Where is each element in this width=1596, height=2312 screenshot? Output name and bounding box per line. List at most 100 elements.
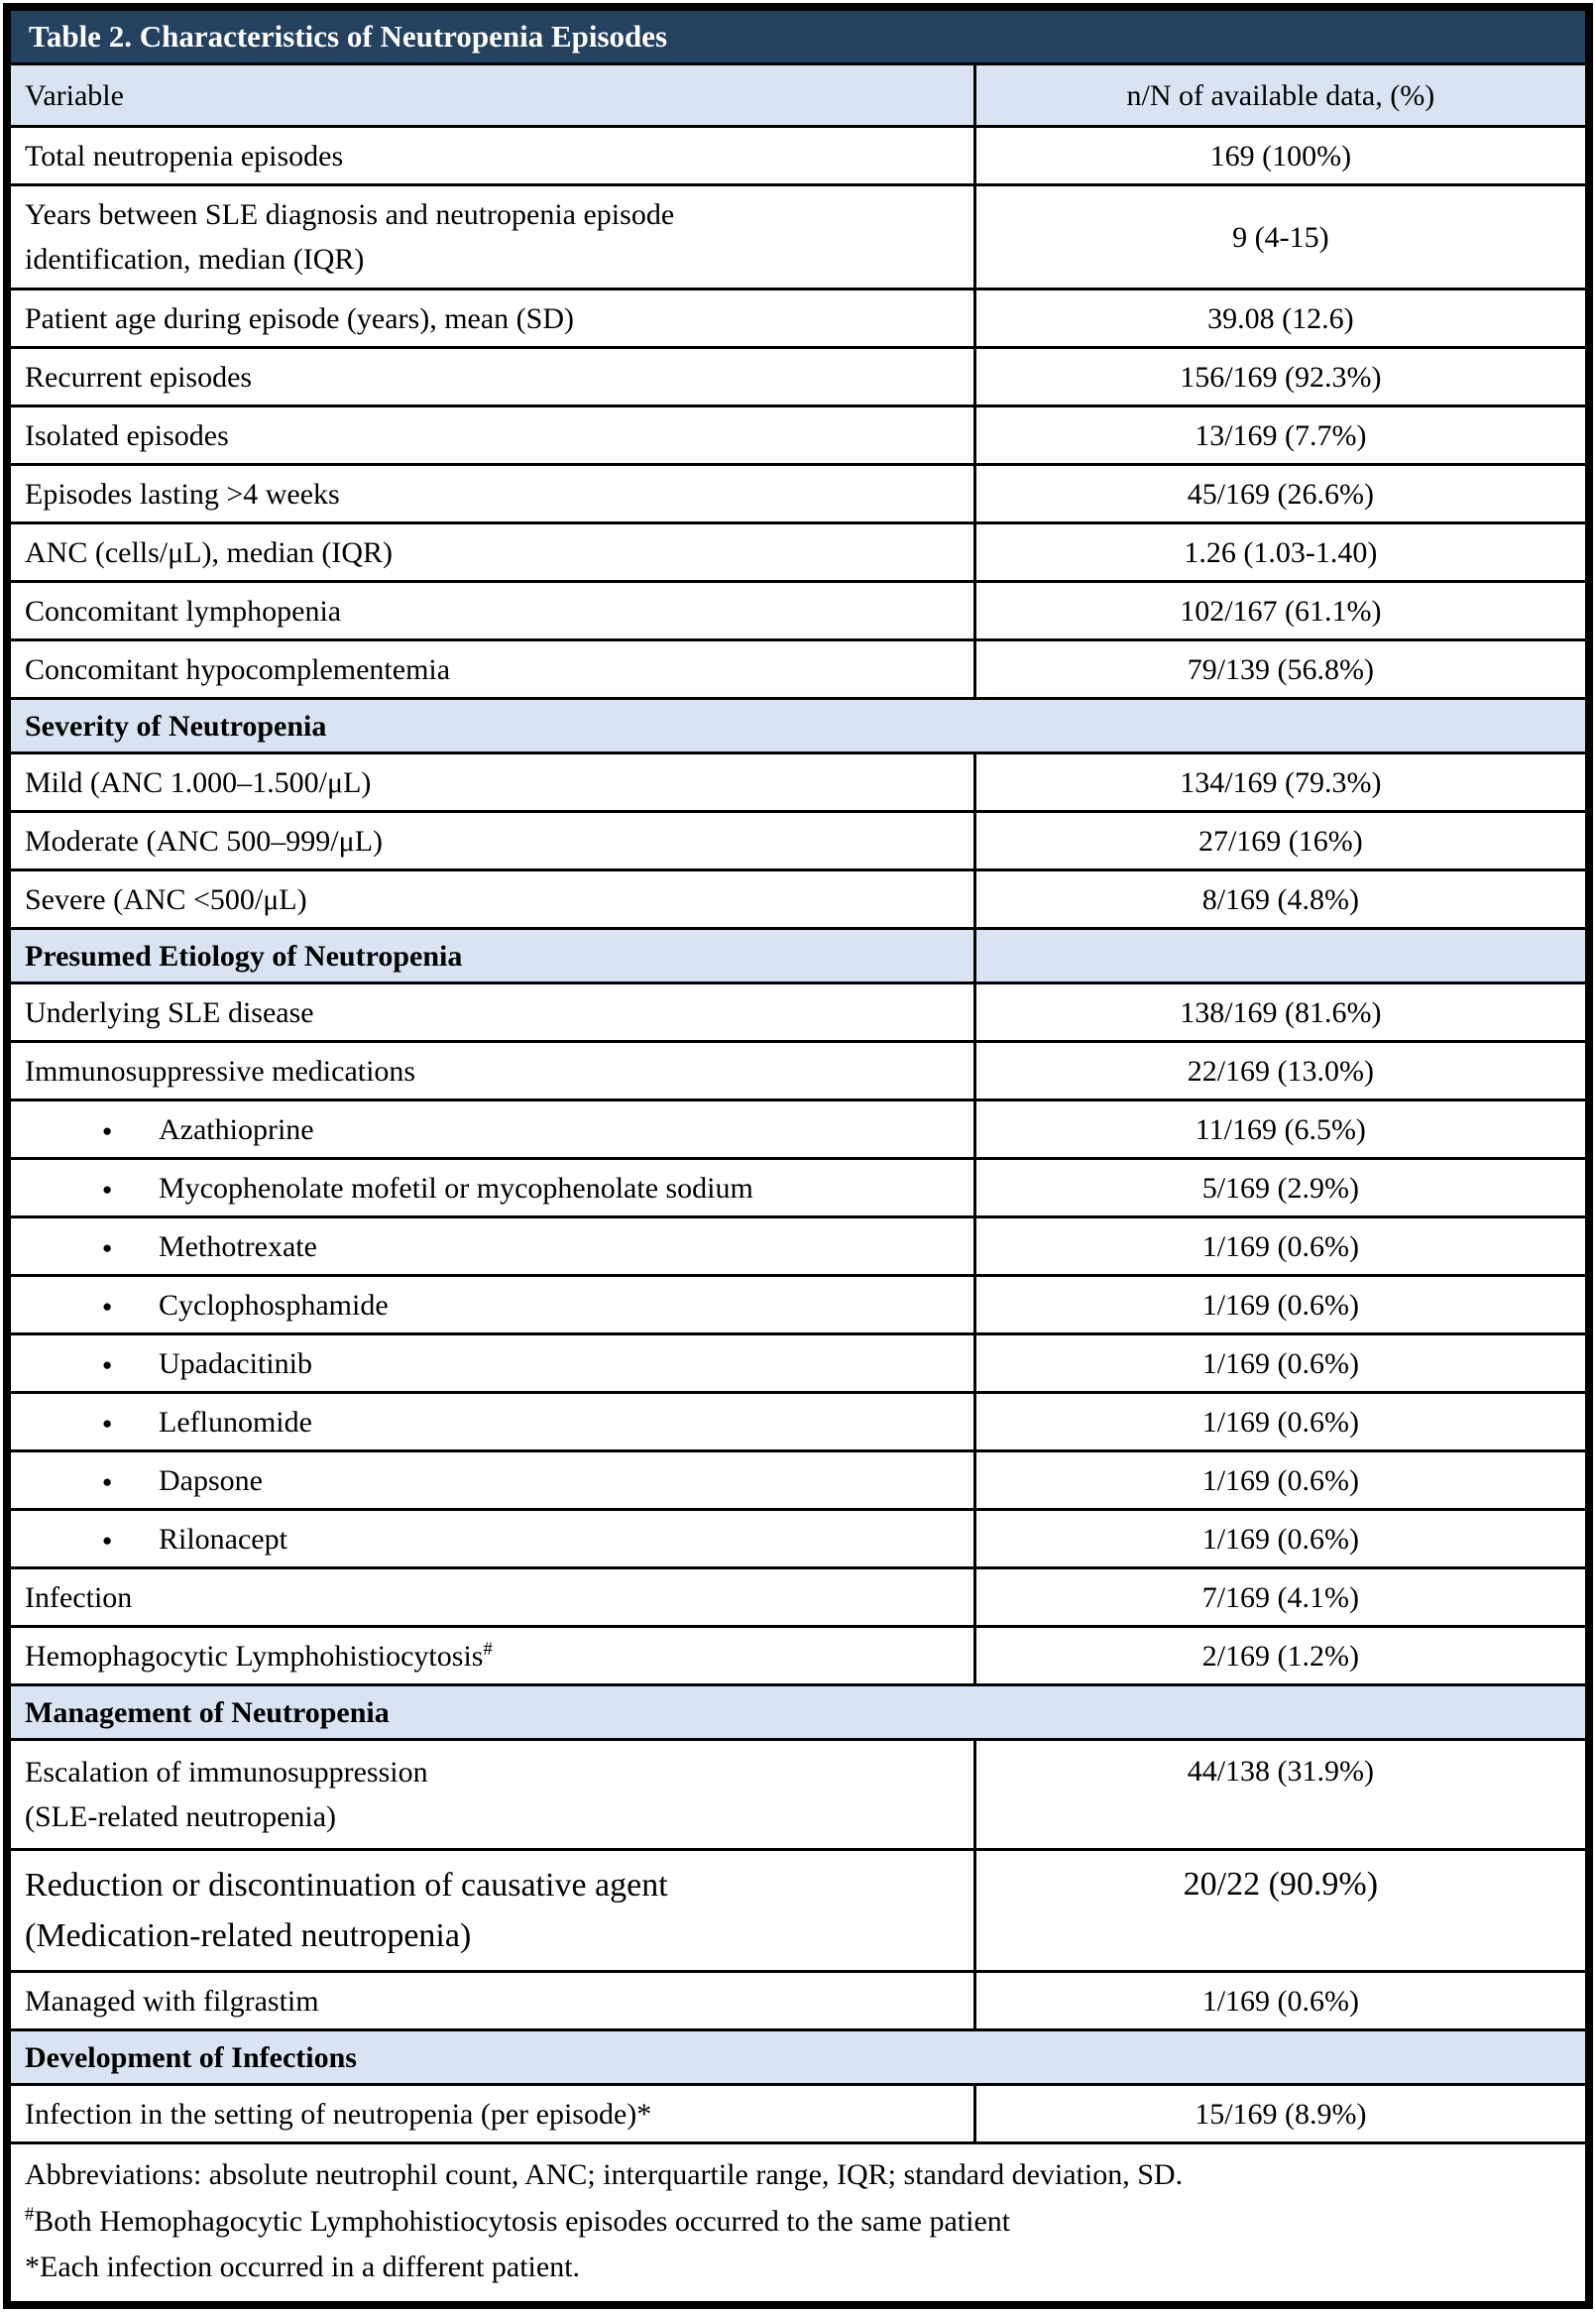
bullet-item-label: Rilonacept xyxy=(159,1522,287,1556)
row-label: Escalation of immunosuppression (SLE-rela… xyxy=(8,1738,976,1851)
column-header-value: n/N of available data, (%) xyxy=(972,62,1589,128)
bullet-item-label: Leflunomide xyxy=(159,1405,312,1439)
row-label: Infection xyxy=(8,1566,976,1628)
section-header-empty-cell xyxy=(972,927,1589,984)
bullet-icon: ● xyxy=(102,1471,113,1491)
row-concomitant-hypocomplementemia: Concomitant hypocomplementemia 79/139 (5… xyxy=(8,638,1589,700)
row-value: 7/169 (4.1%) xyxy=(972,1566,1589,1628)
row-value: 45/169 (26.6%) xyxy=(972,463,1589,524)
row-label: Infection in the setting of neutropenia … xyxy=(8,2083,976,2144)
row-value: 13/169 (7.7%) xyxy=(972,405,1589,466)
row-label: ● Upadacitinib xyxy=(8,1332,976,1394)
row-value: 39.08 (12.6) xyxy=(972,288,1589,349)
bullet-item-label: Mycophenolate mofetil or mycophenolate s… xyxy=(159,1171,753,1205)
section-header-label: Presumed Etiology of Neutropenia xyxy=(8,927,976,984)
row-label: Concomitant hypocomplementemia xyxy=(8,638,976,700)
bullet-icon: ● xyxy=(102,1237,113,1257)
bullet-item-label: Methotrexate xyxy=(159,1229,317,1263)
footnotes-cell: Abbreviations: absolute neutrophil count… xyxy=(8,2141,1588,2304)
table-title-row: Table 2. Characteristics of Neutropenia … xyxy=(8,8,1588,65)
row-infection: Infection 7/169 (4.1%) xyxy=(8,1566,1589,1628)
row-cyclophosphamide: ● Cyclophosphamide 1/169 (0.6%) xyxy=(8,1274,1589,1335)
bullet-icon: ● xyxy=(102,1413,113,1433)
row-label: Recurrent episodes xyxy=(8,346,976,407)
row-mild-anc: Mild (ANC 1.000–1.500/μL) 134/169 (79.3%… xyxy=(8,751,1589,813)
row-infection-in-setting-of-neutropenia: Infection in the setting of neutropenia … xyxy=(8,2083,1589,2144)
row-label: Total neutropenia episodes xyxy=(8,125,976,186)
row-label: Mild (ANC 1.000–1.500/μL) xyxy=(8,751,976,813)
row-label: Patient age during episode (years), mean… xyxy=(8,288,976,349)
row-total-neutropenia-episodes: Total neutropenia episodes 169 (100%) xyxy=(8,125,1589,186)
row-value: 11/169 (6.5%) xyxy=(972,1098,1589,1160)
row-value: 156/169 (92.3%) xyxy=(972,346,1589,407)
row-label: ● Azathioprine xyxy=(8,1098,976,1160)
row-label: ● Cyclophosphamide xyxy=(8,1274,976,1335)
row-value: 22/169 (13.0%) xyxy=(972,1040,1589,1101)
row-value: 9 (4-15) xyxy=(972,183,1589,290)
row-label-line1: Years between SLE diagnosis and neutrope… xyxy=(25,198,675,231)
row-label: ● Mycophenolate mofetil or mycophenolate … xyxy=(8,1157,976,1218)
row-value: 1.26 (1.03-1.40) xyxy=(972,521,1589,583)
footnote-marker-hash: # xyxy=(483,1638,493,1660)
row-label-line1: Escalation of immunosuppression xyxy=(25,1756,428,1789)
row-label: ● Rilonacept xyxy=(8,1508,976,1569)
section-development-of-infections: Development of Infections xyxy=(8,2028,1588,2086)
row-severe-anc: Severe (ANC <500/μL) 8/169 (4.8%) xyxy=(8,868,1589,930)
row-value: 8/169 (4.8%) xyxy=(972,868,1589,930)
row-label: Isolated episodes xyxy=(8,405,976,466)
footnote-asterisk: *Each infection occurred in a different … xyxy=(25,2251,581,2283)
table-2-characteristics-of-neutropenia-episodes: Table 2. Characteristics of Neutropenia … xyxy=(3,3,1593,2309)
row-value: 27/169 (16%) xyxy=(972,810,1589,871)
row-escalation-of-immunosuppression: Escalation of immunosuppression (SLE-rela… xyxy=(8,1738,1589,1851)
footnotes-row: Abbreviations: absolute neutrophil count… xyxy=(8,2141,1588,2304)
row-value: 1/169 (0.6%) xyxy=(972,1508,1589,1569)
row-label: ● Leflunomide xyxy=(8,1391,976,1452)
row-value: 1/169 (0.6%) xyxy=(972,1970,1589,2031)
row-value: 5/169 (2.9%) xyxy=(972,1157,1589,1218)
row-methotrexate: ● Methotrexate 1/169 (0.6%) xyxy=(8,1215,1589,1277)
footnote-hash-text: Both Hemophagocytic Lymphohistiocytosis … xyxy=(34,2204,1011,2238)
section-header-label: Management of Neutropenia xyxy=(8,1683,1588,1741)
row-mycophenolate: ● Mycophenolate mofetil or mycophenolate … xyxy=(8,1157,1589,1218)
row-recurrent-episodes: Recurrent episodes 156/169 (92.3%) xyxy=(8,346,1589,407)
row-rilonacept: ● Rilonacept 1/169 (0.6%) xyxy=(8,1508,1589,1569)
row-label: Immunosuppressive medications xyxy=(8,1040,976,1101)
row-value: 2/169 (1.2%) xyxy=(972,1625,1589,1686)
row-azathioprine: ● Azathioprine 11/169 (6.5%) xyxy=(8,1098,1589,1160)
row-label: Years between SLE diagnosis and neutrope… xyxy=(8,183,976,290)
row-label-line1: Reduction or discontinuation of causativ… xyxy=(25,1867,668,1904)
row-moderate-anc: Moderate (ANC 500–999/μL) 27/169 (16%) xyxy=(8,810,1589,871)
footnote-abbreviations: Abbreviations: absolute neutrophil count… xyxy=(25,2158,1184,2191)
row-patient-age-during-episode: Patient age during episode (years), mean… xyxy=(8,288,1589,349)
bullet-icon: ● xyxy=(102,1120,113,1140)
row-value: 1/169 (0.6%) xyxy=(972,1391,1589,1452)
bullet-item-label: Cyclophosphamide xyxy=(159,1288,389,1322)
row-label: Hemophagocytic Lymphohistiocytosis# xyxy=(8,1625,976,1686)
row-label: Episodes lasting >4 weeks xyxy=(8,463,976,524)
row-label: Managed with filgrastim xyxy=(8,1970,976,2031)
row-value: 102/167 (61.1%) xyxy=(972,580,1589,641)
row-label: Moderate (ANC 500–999/μL) xyxy=(8,810,976,871)
row-concomitant-lymphopenia: Concomitant lymphopenia 102/167 (61.1%) xyxy=(8,580,1589,641)
row-value: 1/169 (0.6%) xyxy=(972,1274,1589,1335)
section-severity-of-neutropenia: Severity of Neutropenia xyxy=(8,697,1588,754)
row-hemophagocytic-lymphohistiocytosis: Hemophagocytic Lymphohistiocytosis# 2/16… xyxy=(8,1625,1589,1686)
bullet-icon: ● xyxy=(102,1296,113,1316)
bullet-icon: ● xyxy=(102,1179,113,1199)
row-value: 20/22 (90.9%) xyxy=(972,1848,1589,1973)
row-value: 1/169 (0.6%) xyxy=(972,1215,1589,1277)
row-leflunomide: ● Leflunomide 1/169 (0.6%) xyxy=(8,1391,1589,1452)
row-value: 1/169 (0.6%) xyxy=(972,1449,1589,1511)
row-label: Severe (ANC <500/μL) xyxy=(8,868,976,930)
section-header-label: Severity of Neutropenia xyxy=(8,697,1588,754)
row-isolated-episodes: Isolated episodes 13/169 (7.7%) xyxy=(8,405,1589,466)
row-label: ● Methotrexate xyxy=(8,1215,976,1277)
row-anc-median-iqr: ANC (cells/μL), median (IQR) 1.26 (1.03-… xyxy=(8,521,1589,583)
row-label: ANC (cells/μL), median (IQR) xyxy=(8,521,976,583)
footnote-hash: #Both Hemophagocytic Lymphohistiocytosis… xyxy=(25,2199,1571,2246)
row-label: Concomitant lymphopenia xyxy=(8,580,976,641)
row-episodes-lasting-4-weeks: Episodes lasting >4 weeks 45/169 (26.6%) xyxy=(8,463,1589,524)
bullet-icon: ● xyxy=(102,1530,113,1550)
row-dapsone: ● Dapsone 1/169 (0.6%) xyxy=(8,1449,1589,1511)
row-label-line2: (Medication-related neutropenia) xyxy=(25,1917,472,1954)
